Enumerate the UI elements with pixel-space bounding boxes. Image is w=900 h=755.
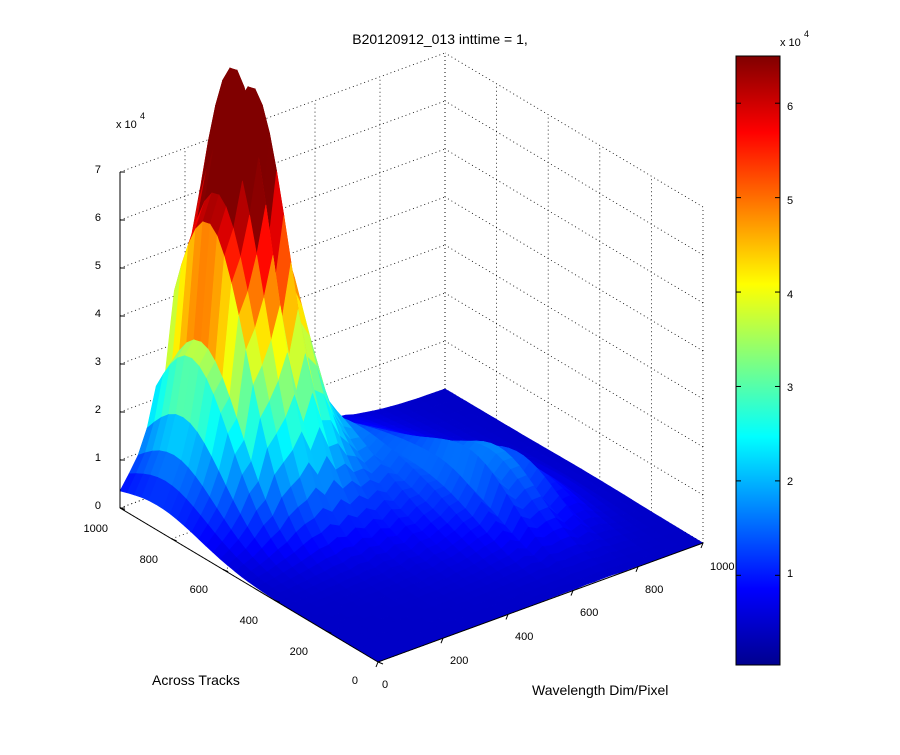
z-exponent-label: x 10: [116, 119, 137, 131]
x-axis-label: Across Tracks: [152, 672, 240, 688]
grid-line: [119, 100, 446, 221]
grid-line: [444, 52, 704, 208]
x-tick-mark: [274, 599, 280, 603]
colorbar-tick-label: 1: [787, 568, 793, 580]
x-tick-mark: [377, 661, 384, 665]
grid-line: [119, 340, 446, 461]
x-tick-label: 0: [352, 675, 358, 687]
y-tick-mark: [505, 614, 509, 620]
z-tick-label: 6: [95, 212, 101, 224]
grid-line: [444, 100, 704, 256]
colorbar-exponent-label: x 10: [780, 37, 801, 49]
grid-line: [444, 244, 704, 400]
x-axis-line: [119, 507, 379, 663]
chart-title: B20120912_013 inttime = 1,: [352, 31, 528, 47]
y-tick-mark: [570, 590, 574, 596]
y-axis-label: Wavelength Dim/Pixel: [532, 682, 668, 698]
z-tick-label: 2: [95, 404, 101, 416]
x-tick-labels: 0 200 400 600 800 1000: [84, 523, 358, 687]
colorbar-tick-label: 3: [787, 382, 793, 394]
x-tick-label: 200: [290, 646, 308, 658]
y-tick-labels: 0 200 400 600 800 1000: [382, 561, 734, 691]
y-axis-line: [377, 542, 704, 663]
colorbar: 1 2 3 4 5 6 x 10 4: [735, 29, 809, 666]
x-tick-label: 800: [140, 554, 158, 566]
z-tick-label: 3: [95, 356, 101, 368]
y-tick-label: 800: [645, 584, 663, 596]
y-tick-mark: [375, 661, 379, 668]
y-tick-label: 400: [515, 631, 533, 643]
x-tick-label: 1000: [84, 523, 108, 535]
grid-line: [444, 148, 704, 304]
grid-line: [444, 196, 704, 352]
surface-mesh: [119, 67, 704, 663]
z-tick-label: 5: [95, 260, 101, 272]
z-tick-labels: 0 1 2 3 4 5 6 7: [95, 164, 101, 512]
y-tick-mark: [635, 566, 639, 572]
x-tick-label: 600: [190, 584, 208, 596]
y-tick-mark: [440, 638, 444, 644]
colorbar-tick-label: 5: [787, 195, 793, 207]
grid-line: [119, 292, 446, 413]
colorbar-tick-label: 4: [787, 289, 793, 301]
z-exponent-power: 4: [140, 111, 145, 121]
z-tick-label: 0: [95, 500, 101, 512]
y-tick-label: 1000: [710, 561, 734, 573]
y-tick-mark: [700, 542, 704, 549]
axes-lines: [119, 171, 704, 668]
colorbar-exponent-power: 4: [804, 29, 809, 39]
y-tick-label: 600: [580, 607, 598, 619]
colorbar-tick-label: 2: [787, 476, 793, 488]
x-tick-label: 400: [240, 615, 258, 627]
y-tick-label: 200: [450, 655, 468, 667]
colorbar-gradient: [735, 55, 781, 666]
y-tick-label: 0: [382, 679, 388, 691]
x-tick-mark: [171, 538, 177, 542]
x-tick-mark: [326, 630, 332, 634]
z-tick-label: 7: [95, 164, 101, 176]
grid-line: [119, 244, 446, 365]
colorbar-ticks: [736, 102, 780, 576]
grid-line: [119, 196, 446, 317]
grid-line: [119, 52, 446, 173]
z-tick-label: 4: [95, 308, 101, 320]
grid-line: [119, 148, 446, 269]
x-tick-mark: [223, 569, 229, 573]
colorbar-tick-label: 6: [787, 101, 793, 113]
z-tick-label: 1: [95, 452, 101, 464]
